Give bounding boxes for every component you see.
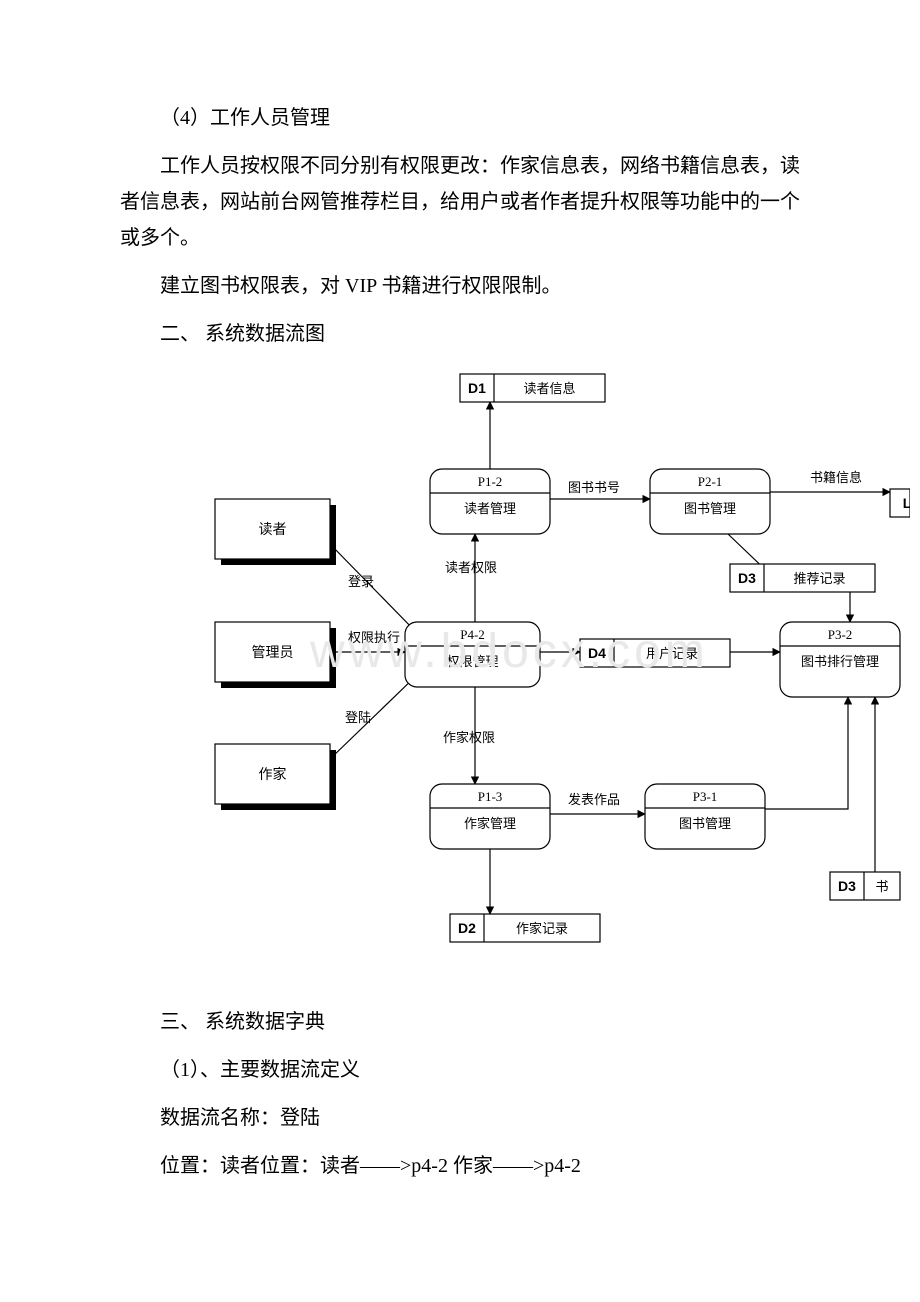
svg-text:作家记录: 作家记录	[516, 921, 568, 936]
svg-text:D2: D2	[458, 920, 476, 936]
sub-3-1: （1）、主要数据流定义	[120, 1052, 800, 1088]
svg-text:图书排行管理: 图书排行管理	[801, 654, 879, 669]
paragraph-vip-permission: 建立图书权限表，对 VIP 书籍进行权限限制。	[120, 268, 800, 304]
section-3-heading: 三、 系统数据字典	[120, 1004, 800, 1040]
svg-text:权限管理: 权限管理	[446, 654, 498, 669]
section-2-heading: 二、 系统数据流图	[120, 316, 800, 352]
svg-text:D3: D3	[738, 570, 756, 586]
svg-text:图书管理: 图书管理	[684, 501, 736, 516]
dfd-diagram: 图书书号 书籍信息读者权限登录权限执行登陆作家权限发表作品 读者管理员作家 P1-2 读…	[130, 364, 910, 984]
svg-text:P1-3: P1-3	[478, 789, 503, 804]
svg-text:书籍信息: 书籍信息	[810, 470, 862, 485]
svg-text:L: L	[903, 495, 910, 511]
svg-text:D1: D1	[468, 380, 486, 396]
svg-text:作家权限: 作家权限	[443, 730, 495, 745]
svg-text:P2-1: P2-1	[698, 474, 723, 489]
svg-text:登录: 登录	[348, 574, 374, 589]
svg-text:D3: D3	[838, 878, 856, 894]
svg-text:P3-1: P3-1	[693, 789, 718, 804]
svg-text:P1-2: P1-2	[478, 474, 503, 489]
dfd-diagram-container: 图书书号 书籍信息读者权限登录权限执行登陆作家权限发表作品 读者管理员作家 P1-2 读…	[130, 364, 910, 984]
sub-3-2: 数据流名称：登陆	[120, 1100, 800, 1136]
svg-text:用户记录: 用户记录	[646, 646, 698, 661]
svg-text:P4-2: P4-2	[460, 627, 485, 642]
sub-3-3: 位置：读者位置：读者——>p4-2 作家——>p4-2	[120, 1148, 800, 1184]
paragraph-staff-manage: 工作人员按权限不同分别有权限更改：作家信息表，网络书籍信息表，读者信息表，网站前…	[120, 148, 800, 256]
section-4-heading: （4）工作人员管理	[120, 100, 800, 136]
svg-text:推荐记录: 推荐记录	[793, 571, 845, 586]
svg-text:读者权限: 读者权限	[445, 560, 497, 575]
svg-text:登陆: 登陆	[345, 710, 371, 725]
svg-text:图书管理: 图书管理	[679, 816, 731, 831]
svg-text:发表作品: 发表作品	[568, 792, 620, 807]
svg-text:书: 书	[875, 879, 888, 894]
svg-text:读者信息: 读者信息	[523, 381, 575, 396]
svg-text:读者管理: 读者管理	[464, 501, 516, 516]
svg-text:作家: 作家	[259, 766, 287, 783]
svg-text:读者: 读者	[259, 521, 287, 538]
svg-text:图书书号: 图书书号	[568, 480, 620, 495]
svg-text:管理员: 管理员	[252, 645, 294, 661]
svg-text:权限执行: 权限执行	[348, 630, 400, 645]
svg-text:作家管理: 作家管理	[464, 816, 516, 831]
svg-text:D4: D4	[588, 645, 606, 661]
svg-text:P3-2: P3-2	[828, 627, 853, 642]
